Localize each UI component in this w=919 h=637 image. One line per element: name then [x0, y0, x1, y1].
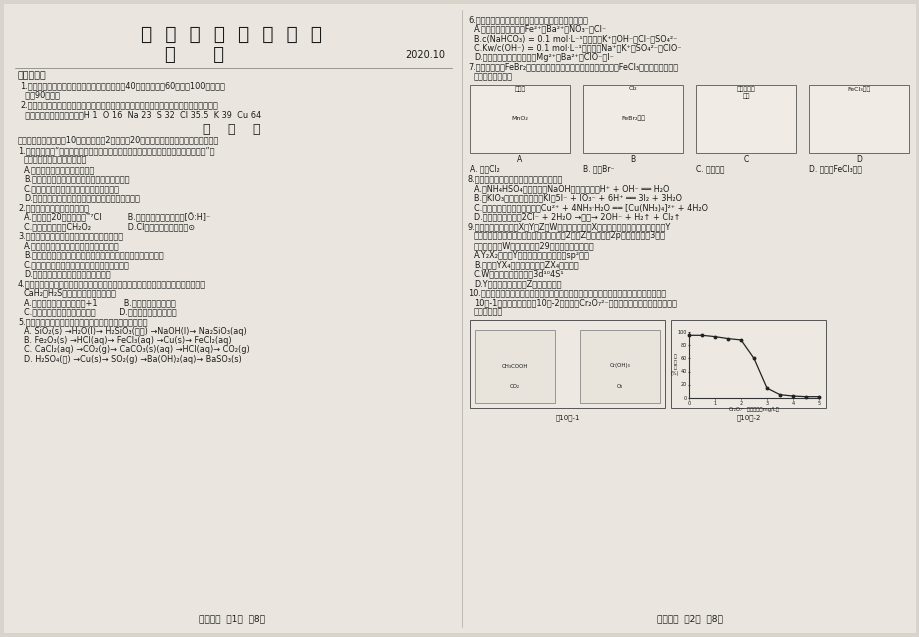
Bar [583, 85, 682, 152]
Text: C. 萃取分液: C. 萃取分液 [696, 164, 724, 173]
Text: C.W的价层电子排布式为3d¹⁰4S¹: C.W的价层电子排布式为3d¹⁰4S¹ [473, 269, 564, 278]
Text: FeBr₂溶液: FeBr₂溶液 [620, 116, 644, 121]
Text: 2: 2 [739, 401, 742, 406]
Text: 9.原子序数依次增大的X、Y、Z、W四种元素，其中X是形成化合物种类最多的元素，Y: 9.原子序数依次增大的X、Y、Z、W四种元素，其中X是形成化合物种类最多的元素，… [468, 222, 671, 231]
Text: 高三化学  第2页  共8页: 高三化学 第2页 共8页 [656, 614, 722, 623]
Text: 图10图-2: 图10图-2 [735, 414, 760, 420]
Text: MnO₂: MnO₂ [511, 116, 528, 121]
Text: 化      学: 化 学 [165, 46, 224, 64]
Text: 下列做法不符合这一理念的是: 下列做法不符合这一理念的是 [24, 155, 87, 164]
Text: A.氧化铝是一种电解质，可用于电解法制铝: A.氧化铝是一种电解质，可用于电解法制铝 [24, 241, 119, 250]
Text: C.氯化铁水溶液显酸性，可用于腐蚀铜制线路板: C.氯化铁水溶液显酸性，可用于腐蚀铜制线路板 [24, 260, 130, 269]
Text: D.乙醇具有氧化性，可以用来杀菌消毒: D.乙醇具有氧化性，可以用来杀菌消毒 [24, 269, 110, 278]
Text: D. H₂SO₄(稀) →Cu(s)→ SO₂(g) →Ba(OH)₂(aq)→ BaSO₃(s): D. H₂SO₄(稀) →Cu(s)→ SO₂(g) →Ba(OH)₂(aq)→… [24, 355, 242, 364]
Text: A.向NH₄HSO₄溶液中滴加NaOH溶液至中性：H⁺ + OH⁻ ══ H₂O: A.向NH₄HSO₄溶液中滴加NaOH溶液至中性：H⁺ + OH⁻ ══ H₂O [473, 184, 669, 193]
Text: 40: 40 [680, 369, 686, 374]
Bar [696, 85, 795, 152]
Text: Cl₂: Cl₂ [628, 87, 637, 92]
Text: C.甲酸的分子式：CH₂O₂              D.Cl的原子结构示意图：⊙: C.甲酸的分子式：CH₂O₂ D.Cl的原子结构示意图：⊙ [24, 222, 195, 231]
Text: 去
除
率
(%): 去 除 率 (%) [670, 354, 678, 376]
Text: 高三化学  第1页  共8页: 高三化学 第1页 共8页 [199, 614, 265, 623]
Text: A.Y₂X₂分子中Y原子轨道的杂化类型为sp²杂化: A.Y₂X₂分子中Y原子轨道的杂化类型为sp²杂化 [473, 250, 589, 259]
Text: 成对的电子，W的原子序数为29。下列说法正确的是: 成对的电子，W的原子序数为29。下列说法正确的是 [473, 241, 594, 250]
Text: 1.习总书记指出“我们要像保护眼睛一样保护生态环境，像对待生命一样对待生态环境”。: 1.习总书记指出“我们要像保护眼睛一样保护生态环境，像对待生命一样对待生态环境”… [18, 146, 214, 155]
Text: 3.下列有关物质的性质与用途具有对应关系的是: 3.下列有关物质的性质与用途具有对应关系的是 [18, 231, 123, 241]
Text: B: B [630, 155, 635, 164]
Text: 60: 60 [680, 356, 686, 361]
Text: 1: 1 [712, 401, 716, 406]
Text: D. 蒸干得FeCl₃固体: D. 蒸干得FeCl₃固体 [808, 164, 861, 173]
Text: A.推广使用氢能，缓解温室效应: A.推广使用氢能，缓解温室效应 [24, 165, 96, 174]
Text: 2.下列化学用语表示不正确的是: 2.下列化学用语表示不正确的是 [18, 203, 89, 212]
Text: C.两者所含的氢原酸的半径相同         D.两者混合时会生成氢气: C.两者所含的氢原酸的半径相同 D.两者混合时会生成氢气 [24, 308, 176, 317]
Text: 3: 3 [765, 401, 767, 406]
Text: 4: 4 [790, 401, 794, 406]
Text: 稀盐酸: 稀盐酸 [514, 87, 525, 92]
Text: 1.本试卷分为选择题和非选择题两部分，选择题40分，非选择题60分，共100分。考试: 1.本试卷分为选择题和非选择题两部分，选择题40分，非选择题60分，共100分。… [20, 81, 224, 90]
Text: B. Fe₂O₃(s) →HCl(aq)→ FeCl₃(aq) →Cu(s)→ FeCl₂(aq): B. Fe₂O₃(s) →HCl(aq)→ FeCl₃(aq) →Cu(s)→ … [24, 336, 232, 345]
Text: CH₃COOH: CH₃COOH [501, 364, 528, 368]
Text: 8.下列离子方程式能正确描述实验事实的是: 8.下列离子方程式能正确描述实验事实的是 [468, 175, 562, 183]
Text: 20: 20 [680, 382, 686, 387]
Text: 80: 80 [680, 343, 686, 348]
Text: 6.室温下，下列各组离子在指定溶液中能大量共存的是: 6.室温下，下列各组离子在指定溶液中能大量共存的是 [468, 15, 587, 24]
Text: FeCl₃溶液: FeCl₃溶液 [846, 87, 869, 92]
Text: B.用KIO₃氧化酸性溶液中的KI：5I⁻ + IO₃⁻ + 6H⁺ ══ 3I₂ + 3H₂O: B.用KIO₃氧化酸性溶液中的KI：5I⁻ + IO₃⁻ + 6H⁺ ══ 3I… [473, 194, 681, 203]
Text: 可能用到的相对原子质量：H 1  O 16  Na 23  S 32  Cl 35.5  K 39  Cu 64: 可能用到的相对原子质量：H 1 O 16 Na 23 S 32 Cl 35.5 … [20, 110, 261, 119]
Text: 0: 0 [686, 401, 690, 406]
Text: 图10图-1: 图10图-1 [555, 414, 579, 420]
Text: CaH₂和H₂S，下列有关判断正确的是: CaH₂和H₂S，下列有关判断正确的是 [24, 289, 117, 297]
Text: 液态苯溶液
水层: 液态苯溶液 水层 [736, 87, 754, 99]
Text: 0: 0 [683, 396, 686, 401]
Text: 7.实验室处理含FeBr₂废催化剂的溶液，可得到溴的苯溶液和无水FeCl₃。下列做法能达到: 7.实验室处理含FeBr₂废催化剂的溶液，可得到溴的苯溶液和无水FeCl₃。下列… [468, 62, 677, 71]
Text: D.电解氯化镁溶液：2Cl⁻ + 2H₂O →电解→ 2OH⁻ + H₂↑ + Cl₂↑: D.电解氯化镁溶液：2Cl⁻ + 2H₂O →电解→ 2OH⁻ + H₂↑ + … [473, 213, 680, 222]
Text: O₂: O₂ [616, 383, 622, 389]
Text: 单项选择题：本题包括10小题，每小题2分，共计20分。每小题只有一个选项符合题意。: 单项选择题：本题包括10小题，每小题2分，共计20分。每小题只有一个选项符合题意… [18, 135, 219, 144]
Text: CO₂: CO₂ [509, 383, 519, 389]
Text: D.将生活垃圾运输到无人区，减少对人类生活的影响: D.将生活垃圾运输到无人区，减少对人类生活的影响 [24, 194, 140, 203]
Text: A. 制备Cl₂: A. 制备Cl₂ [470, 164, 499, 173]
Text: A.中子数为20的氯原子：‷⁷Cl          B.氢氧根离子的电子式：[Ö:H]⁻: A.中子数为20的氯原子：‷⁷Cl B.氢氧根离子的电子式：[Ö:H]⁻ [24, 213, 210, 222]
Bar [474, 330, 554, 403]
Text: 5.在给定条件下，下列选项所示的物质间转化均能实现的是: 5.在给定条件下，下列选项所示的物质间转化均能实现的是 [18, 317, 147, 326]
Text: 时间90分钟。: 时间90分钟。 [20, 91, 60, 100]
Text: C: C [743, 155, 748, 164]
Text: A.所含氢元素的化合价均为+1          B.两者均为共价化合物: A.所含氢元素的化合价均为+1 B.两者均为共价化合物 [24, 298, 176, 307]
Text: Cr(OH)₃: Cr(OH)₃ [609, 364, 630, 368]
Text: A: A [516, 155, 522, 164]
Bar [808, 85, 908, 152]
Text: 100: 100 [677, 329, 686, 334]
Text: 相应实验目的的是: 相应实验目的的是 [473, 72, 513, 81]
Bar [470, 320, 664, 408]
Text: C.用氨水溶解氢氧化铜沉淀：Cu²⁺ + 4NH₃·H₂O ══ [Cu(NH₃)₄]²⁺ + 4H₂O: C.用氨水溶解氢氧化铜沉淀：Cu²⁺ + 4NH₃·H₂O ══ [Cu(NH₃… [473, 203, 708, 212]
Text: C. CaCl₂(aq) →CO₂(g)→ CaCO₃(s)(aq) →HCl(aq)→ CO₂(g): C. CaCl₂(aq) →CO₂(g)→ CaCO₃(s)(aq) →HCl(… [24, 345, 249, 355]
Text: A.澄清透明的溶液中：Fe²⁺、Ba²⁺、NO₃⁻、Cl⁻: A.澄清透明的溶液中：Fe²⁺、Ba²⁺、NO₃⁻、Cl⁻ [473, 24, 607, 34]
Bar [670, 320, 825, 408]
Text: 选    择    题: 选 择 题 [203, 123, 260, 136]
Text: 2020.10: 2020.10 [404, 50, 445, 60]
Text: C.推广使用电动汽车，避免光化学烟雾发生: C.推广使用电动汽车，避免光化学烟雾发生 [24, 184, 119, 193]
Text: 注意事项：: 注意事项： [18, 71, 47, 80]
Text: D: D [856, 155, 861, 164]
Text: 10.常温常压下，微生物燃料电池可净化废水，同时还能获得能源或有价值的化学产品，题: 10.常温常压下，微生物燃料电池可净化废水，同时还能获得能源或有价值的化学产品，… [468, 289, 665, 297]
Text: D.能使酚酞变红的溶液中：Mg²⁺、Ba²⁺、ClO⁻、I⁻: D.能使酚酞变红的溶液中：Mg²⁺、Ba²⁺、ClO⁻、I⁻ [473, 53, 613, 62]
Text: B.c(NaHCO₃) = 0.1 mol·L⁻¹的溶液：K⁺、OH⁻、Cl⁻、SO₄²⁻: B.c(NaHCO₃) = 0.1 mol·L⁻¹的溶液：K⁺、OH⁻、Cl⁻、… [473, 34, 676, 43]
Text: Cr₂O₇²⁻离子浓度（mg/L）: Cr₂O₇²⁻离子浓度（mg/L） [728, 407, 778, 412]
Text: 4.在一定条件下，氢气既可与活泼金属反应，又可与活泼非金属反应。现有两种氢化物: 4.在一定条件下，氢气既可与活泼金属反应，又可与活泼非金属反应。现有两种氢化物 [18, 279, 206, 288]
Text: B.利用二氧化碳制取可降解塑料，减少白色污染: B.利用二氧化碳制取可降解塑料，减少白色污染 [24, 175, 130, 183]
Text: B.化合物YX₄的沸点比化合物ZX₄的熔点高: B.化合物YX₄的沸点比化合物ZX₄的熔点高 [473, 260, 578, 269]
Text: B.钠的焰色黄色，黄光透雾能力强，射程远，可用钠制作电光源: B.钠的焰色黄色，黄光透雾能力强，射程远，可用钠制作电光源 [24, 250, 164, 259]
Text: B. 氧化Br⁻: B. 氧化Br⁻ [583, 164, 614, 173]
Text: 原子基态时最外层电子数是其内层电子数的2倍，Z原子基态时2p原子轨道上有3个未: 原子基态时最外层电子数是其内层电子数的2倍，Z原子基态时2p原子轨道上有3个未 [473, 231, 665, 241]
Text: 5: 5 [817, 401, 820, 406]
Text: C.Kw/c(OH⁻) = 0.1 mol·L⁻¹的溶液：Na⁺、K⁺、SO₄²⁻、ClO⁻: C.Kw/c(OH⁻) = 0.1 mol·L⁻¹的溶液：Na⁺、K⁺、SO₄²… [473, 43, 681, 52]
Text: A. SiO₂(s) →H₂O(l)→ H₂SiO₃(胶体) →NaOH(l)→ Na₂SiO₃(aq): A. SiO₂(s) →H₂O(l)→ H₂SiO₃(胶体) →NaOH(l)→… [24, 327, 246, 336]
Text: D.Y元素的电负性小于Z元素的电负性: D.Y元素的电负性小于Z元素的电负性 [473, 279, 561, 288]
Text: 说法正确的是: 说法正确的是 [473, 308, 503, 317]
Text: 10图-1为其工作原理，题10图-2为废水中Cr₂O₇²⁻离子浓度与去除率的关系。下列: 10图-1为其工作原理，题10图-2为废水中Cr₂O₇²⁻离子浓度与去除率的关系… [473, 298, 676, 307]
Bar [470, 85, 570, 152]
Text: 高  三  阶  段  性  抽  测  一: 高 三 阶 段 性 抽 测 一 [142, 24, 323, 43]
Text: 2.将选择题的答案请涂在答题卡的对应位置上，非选择题的答案写在答题卡的指定范围内。: 2.将选择题的答案请涂在答题卡的对应位置上，非选择题的答案写在答题卡的指定范围内… [20, 101, 218, 110]
Bar [579, 330, 659, 403]
